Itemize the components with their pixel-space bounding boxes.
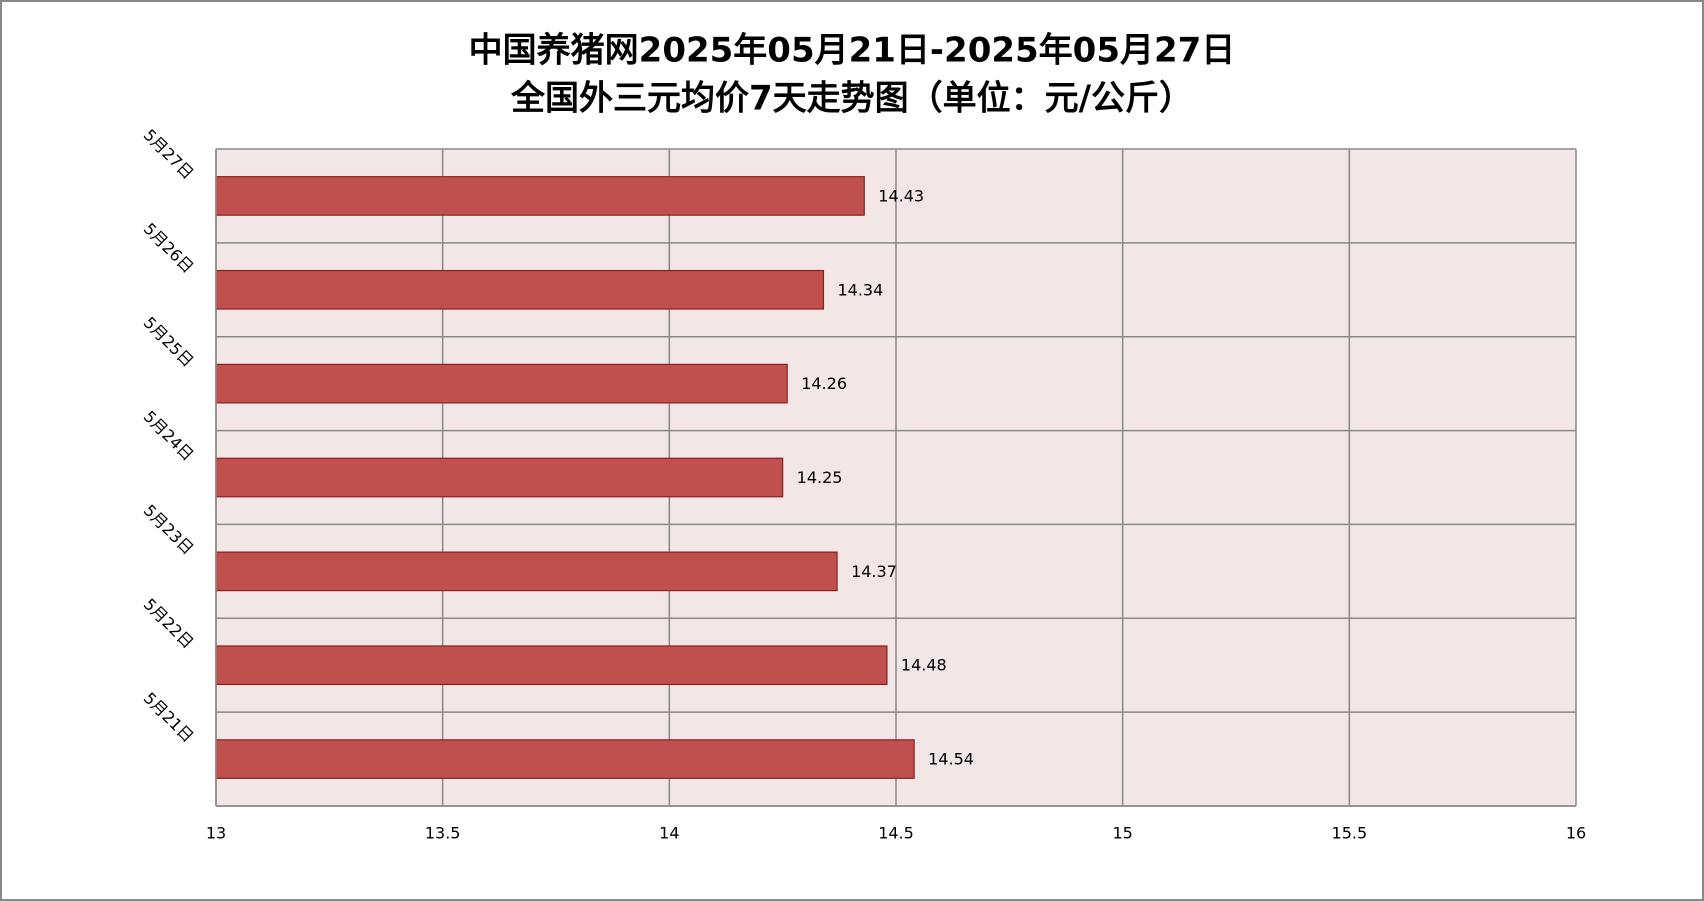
data-label: 14.43	[878, 186, 924, 205]
data-label: 14.34	[837, 280, 883, 299]
data-label: 14.37	[851, 562, 897, 581]
bar	[215, 739, 915, 779]
x-tick-label: 15	[1112, 824, 1132, 843]
data-label: 14.26	[801, 374, 847, 393]
x-tick-label: 13.5	[425, 824, 461, 843]
data-label: 14.54	[928, 750, 974, 769]
x-tick-label: 14.5	[878, 824, 914, 843]
x-tick-label: 14	[659, 824, 679, 843]
x-tick-label: 15.5	[1332, 824, 1368, 843]
data-label: 14.25	[797, 468, 843, 487]
chart-subtitle: 全国外三元均价7天走势图（单位：元/公斤）	[510, 79, 1193, 119]
bar	[215, 269, 825, 310]
chart-title: 中国养猪网2025年05月21日-2025年05月27日	[469, 31, 1236, 71]
bar	[215, 551, 838, 592]
bar	[215, 645, 888, 686]
bar	[215, 457, 784, 498]
x-tick-label: 16	[1566, 824, 1586, 843]
bar	[215, 176, 865, 216]
data-label: 14.48	[901, 656, 947, 675]
x-tick-label: 13	[206, 824, 226, 843]
bar	[215, 363, 788, 404]
